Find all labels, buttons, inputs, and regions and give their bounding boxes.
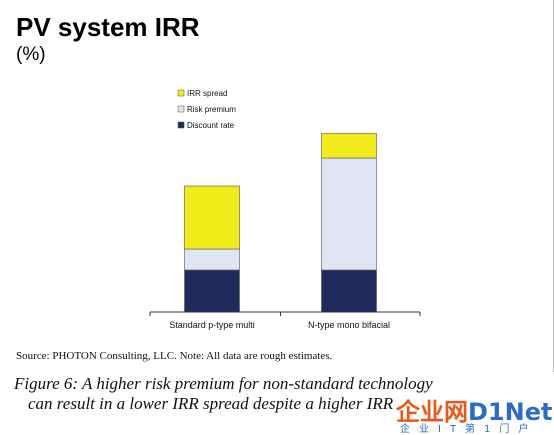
- bar-irr-spread-1: [184, 185, 240, 250]
- bar-risk-premium-2: [321, 157, 377, 271]
- bar-discount-rate-1: [184, 269, 240, 313]
- figure-caption: Figure 6: A higher risk premium for non-…: [14, 374, 544, 414]
- legend-swatch-discount-rate: [177, 121, 185, 129]
- chart-subtitle: (%): [16, 44, 46, 65]
- watermark-logo: 企业网D1Net 企业IT第1门户: [396, 392, 554, 435]
- watermark-main-b: D1Net: [468, 398, 553, 426]
- caption-line-1: Figure 6: A higher risk premium for non-…: [14, 374, 433, 393]
- category-label-2: N-type mono bifacial: [308, 320, 390, 330]
- chart-category-labels: Standard p-type multi N-type mono bifacia…: [169, 320, 390, 330]
- legend-swatch-risk-premium: [177, 105, 185, 113]
- legend-label-irr-spread: IRR spread: [187, 89, 227, 98]
- chart-bars: [184, 133, 377, 313]
- chart-legend: IRR spread Risk premium Discount rate: [177, 89, 236, 130]
- watermark-main-a: 企业网: [396, 398, 468, 426]
- category-label-1: Standard p-type multi: [169, 320, 255, 330]
- legend-label-discount-rate: Discount rate: [187, 121, 235, 130]
- legend-swatch-irr-spread: [177, 89, 185, 97]
- watermark-subtext: 企业IT第1门户: [400, 424, 538, 435]
- chart-plot: IRR spread Risk premium Discount rate Stan…: [149, 89, 421, 330]
- chart-axis: [149, 311, 421, 316]
- bar-irr-spread-2: [321, 133, 377, 159]
- source-note: Source: PHOTON Consulting, LLC. Note: Al…: [16, 350, 333, 362]
- chart-title: PV system IRR: [16, 12, 200, 42]
- caption-line-2: can result in a lower IRR spread despite…: [28, 394, 394, 413]
- watermark-text: 企业网D1Net: [396, 392, 552, 427]
- chart-panel: IRR spread Risk premium Discount rate Stan…: [16, 0, 554, 372]
- bar-discount-rate-2: [321, 269, 377, 313]
- legend-label-risk-premium: Risk premium: [187, 105, 236, 114]
- bar-risk-premium-1: [184, 248, 240, 271]
